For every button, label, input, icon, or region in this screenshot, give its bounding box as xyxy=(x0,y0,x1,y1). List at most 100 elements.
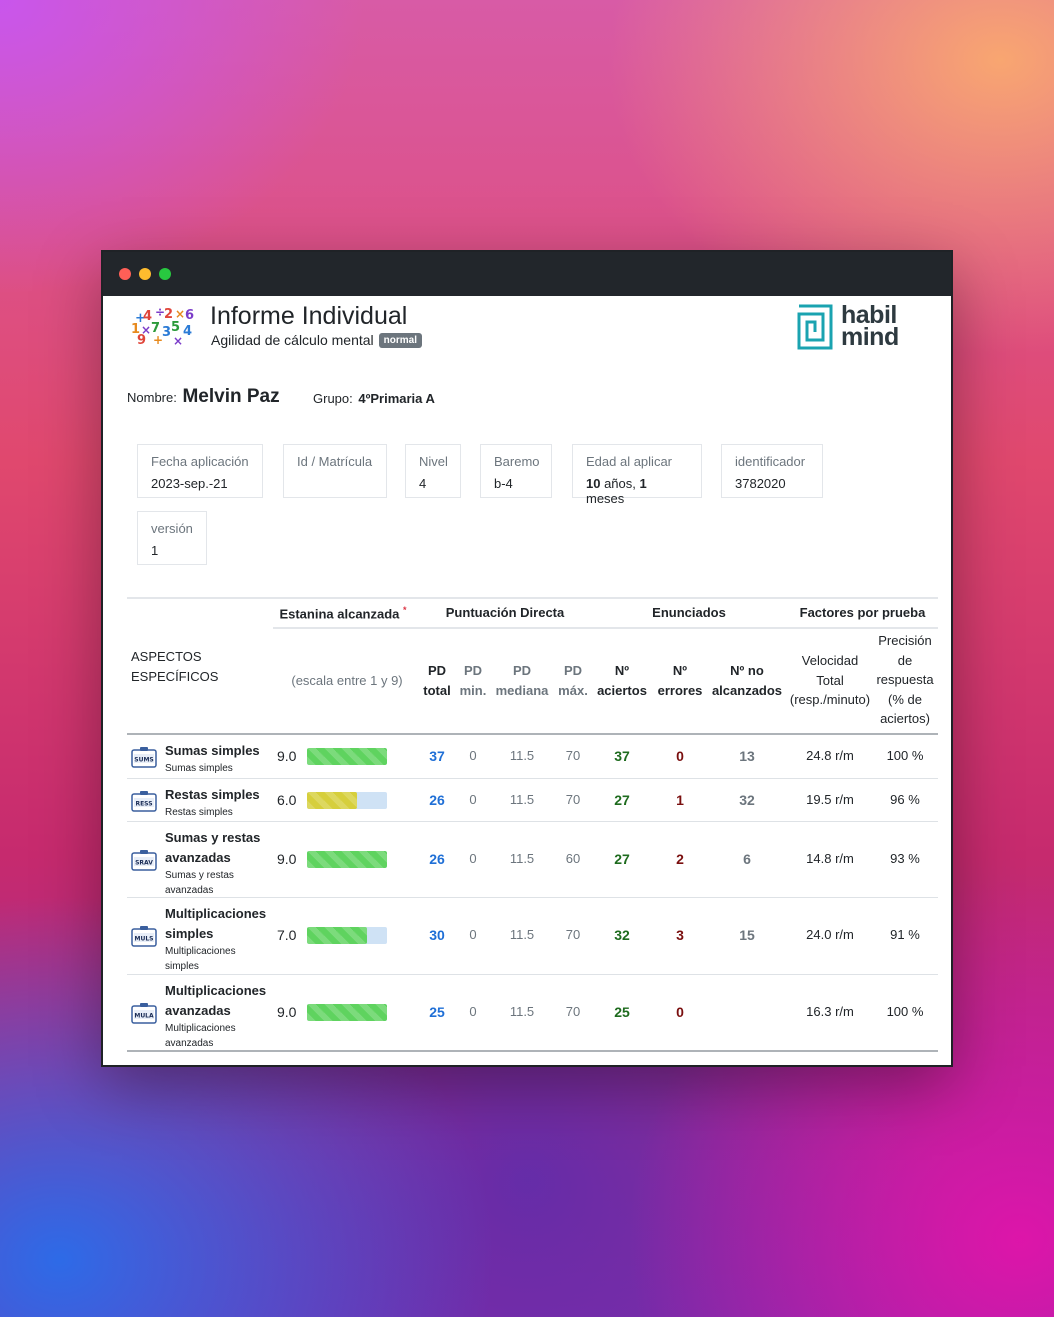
svg-text:×: × xyxy=(173,334,183,346)
card-value: 4 xyxy=(419,476,427,491)
stanine-value: 9.0 xyxy=(277,851,297,867)
norm-badge: normal xyxy=(378,333,422,348)
cell-no-alcanzados: 32 xyxy=(739,792,755,808)
cell-aciertos: 27 xyxy=(614,792,630,808)
test-icon: SRAV xyxy=(131,850,157,871)
close-window-button[interactable] xyxy=(119,268,131,280)
stanine-bar xyxy=(307,792,387,809)
test-name: Agilidad de cálculo mental xyxy=(211,332,374,348)
cell-velocidad: 14.8 r/m xyxy=(806,851,854,866)
card-value: 2023-sep.-21 xyxy=(151,476,228,491)
svg-text:×: × xyxy=(175,307,185,321)
card-label: versión xyxy=(151,521,193,536)
brand-wordmark: habil mind xyxy=(841,301,899,350)
test-icon: MULS xyxy=(131,926,157,947)
card-matricula: Id / Matrícula xyxy=(283,444,387,498)
card-label: Fecha aplicación xyxy=(151,454,249,469)
group-label: Grupo: xyxy=(313,391,353,406)
cell-pd-total: 37 xyxy=(429,748,445,764)
header-bottom-border xyxy=(127,733,938,735)
student-group: Grupo: 4ºPrimaria A xyxy=(313,391,435,406)
table-row: SRAV Sumas y restas avanzadas Sumas y rest… xyxy=(127,822,938,898)
header-factores: Factores por prueba xyxy=(799,605,926,620)
stanine-value: 7.0 xyxy=(277,927,297,943)
stanine-value: 6.0 xyxy=(277,792,297,808)
col-errores: Nº errores xyxy=(657,663,703,698)
stanine-bar-fill xyxy=(307,1004,387,1021)
row-subtitle: Multiplicaciones avanzadas xyxy=(165,1023,236,1049)
card-label: Edad al aplicar xyxy=(586,454,672,469)
svg-text:÷: ÷ xyxy=(155,306,165,319)
maximize-window-button[interactable] xyxy=(159,268,171,280)
cell-aciertos: 37 xyxy=(614,748,630,764)
row-subtitle: Sumas y restas avanzadas xyxy=(165,870,234,896)
svg-text:5: 5 xyxy=(171,320,180,335)
col-pd-mediana: PD mediana xyxy=(495,663,549,698)
col-pd-max: PD máx. xyxy=(558,663,588,698)
maze-logo-icon xyxy=(797,304,833,350)
cell-pd-median: 11.5 xyxy=(509,792,535,807)
col-aspectos: ASPECTOS ESPECÍFICOS xyxy=(131,649,219,684)
age-months-unit: meses xyxy=(586,491,625,506)
report-window: + 4 ÷ 2 × 6 1 × 7 3 5 4 9 + × Informe In… xyxy=(101,250,953,1067)
test-icon-code: MULA xyxy=(134,1013,154,1020)
card-label: identificador xyxy=(735,454,806,469)
svg-text:+: + xyxy=(135,311,146,326)
cell-no-alcanzados: 6 xyxy=(743,851,751,867)
age-years-unit: años, xyxy=(600,476,640,491)
card-value: b-4 xyxy=(494,476,513,491)
col-no-alcanzados: Nº no alcanzados xyxy=(711,663,783,698)
col-precision: Precisión de respuesta (% de aciertos) xyxy=(876,633,934,726)
stanine-bar-fill xyxy=(307,927,367,944)
test-icon-code: SUMS xyxy=(134,757,154,764)
group-value: 4ºPrimaria A xyxy=(358,391,435,406)
cell-pd-min: 0 xyxy=(469,927,477,942)
test-icon-code: MULS xyxy=(135,936,154,943)
cell-pd-total: 26 xyxy=(429,851,445,867)
cell-errores: 3 xyxy=(676,927,684,943)
svg-text:+: + xyxy=(153,333,163,346)
cell-pd-min: 0 xyxy=(469,792,477,807)
cell-precision: 96 % xyxy=(890,792,920,807)
card-fecha: Fecha aplicación 2023-sep.-21 xyxy=(137,444,263,498)
report-title: Informe Individual xyxy=(210,302,408,330)
table-row: RESS Restas simples Restas simples 6.0 26 0 11… xyxy=(127,779,938,822)
name-label: Nombre: xyxy=(127,390,177,405)
row-subtitle: Restas simples xyxy=(165,807,233,818)
row-title: Multiplicaciones simples xyxy=(165,906,267,941)
svg-text:1: 1 xyxy=(131,322,140,337)
card-nivel: Nivel 4 xyxy=(405,444,461,498)
row-title: Sumas y restas avanzadas xyxy=(165,830,261,865)
estanina-heading: Estanina alcanzada xyxy=(279,606,400,622)
cell-pd-min: 0 xyxy=(469,851,477,866)
test-icon: SUMS xyxy=(131,747,157,768)
col-escala: (escala entre 1 y 9) xyxy=(291,673,403,688)
cell-aciertos: 25 xyxy=(614,1004,630,1020)
student-name: Nombre: Melvin Paz xyxy=(127,386,280,408)
table-row: MULA Multiplicaciones avanzadas Multiplica… xyxy=(127,975,938,1052)
cell-velocidad: 24.8 r/m xyxy=(806,748,854,763)
numbers-logo-icon: + 4 ÷ 2 × 6 1 × 7 3 5 4 9 + × xyxy=(131,306,194,346)
stanine-bar-fill xyxy=(307,851,387,868)
card-version: versión 1 xyxy=(137,511,207,565)
svg-text:2: 2 xyxy=(164,307,173,322)
header-enunciados: Enunciados xyxy=(652,605,726,620)
cell-precision: 100 % xyxy=(886,1004,924,1019)
report-subtitle: Agilidad de cálculo mental normal xyxy=(211,332,422,348)
cell-aciertos: 27 xyxy=(614,851,630,867)
table-row: SUMS Sumas simples Sumas simples 9.0 37 0 11.5… xyxy=(127,735,938,779)
cell-precision: 93 % xyxy=(890,851,920,866)
stanine-bar xyxy=(307,748,387,765)
cell-precision: 91 % xyxy=(890,927,920,942)
stanine-bar-fill xyxy=(307,792,357,809)
minimize-window-button[interactable] xyxy=(139,268,151,280)
habilmind-logo: habil mind xyxy=(797,301,917,352)
col-aciertos: Nº aciertos xyxy=(597,663,647,698)
test-icon: MULA xyxy=(131,1003,157,1024)
stanine-value: 9.0 xyxy=(277,1004,297,1020)
cell-pd-min: 0 xyxy=(469,748,477,763)
cell-pd-total: 25 xyxy=(429,1004,445,1020)
cell-pd-min: 0 xyxy=(469,1004,477,1019)
brand-line-1: habil xyxy=(841,301,897,329)
cell-pd-total: 26 xyxy=(429,792,445,808)
